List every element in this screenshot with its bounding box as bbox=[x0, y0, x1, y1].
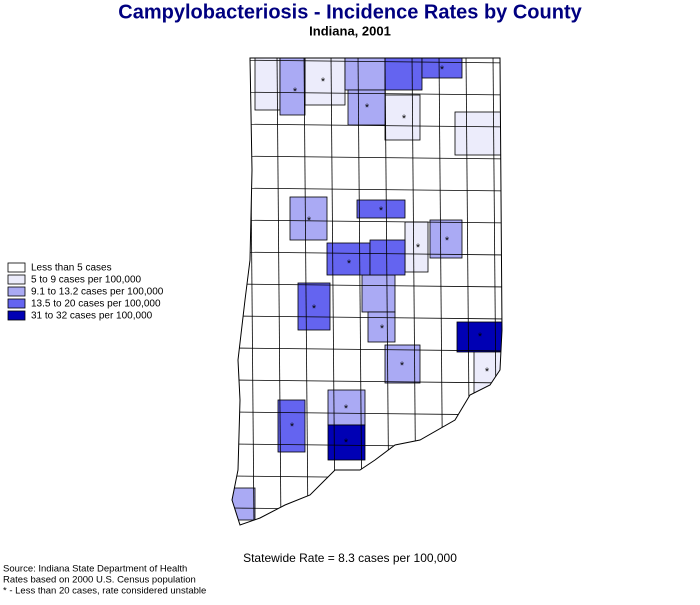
unstable-marker: * bbox=[379, 205, 384, 217]
legend-swatch bbox=[7, 310, 26, 321]
census-note: Rates based on 2000 U.S. Census populati… bbox=[3, 575, 196, 586]
county-border bbox=[330, 58, 336, 525]
county bbox=[347, 89, 386, 126]
unstable-note: * - Less than 20 cases, rate considered … bbox=[3, 586, 206, 597]
county-border bbox=[232, 251, 502, 256]
county-border bbox=[276, 58, 282, 525]
unstable-marker: * bbox=[445, 235, 450, 247]
county bbox=[367, 311, 396, 343]
county bbox=[232, 487, 256, 521]
legend-swatch bbox=[7, 298, 26, 309]
unstable-marker: * bbox=[416, 242, 421, 254]
county-border bbox=[232, 187, 502, 192]
county-border bbox=[232, 347, 502, 352]
legend-swatch bbox=[7, 262, 26, 273]
county bbox=[421, 58, 463, 79]
title: Campylobacteriosis - Incidence Rates by … bbox=[118, 1, 582, 23]
county-border bbox=[232, 59, 502, 64]
legend-label: 9.1 to 13.2 cases per 100,000 bbox=[31, 287, 164, 298]
counties bbox=[232, 58, 502, 521]
county-border bbox=[232, 219, 502, 224]
county-border bbox=[232, 91, 502, 96]
county-border bbox=[232, 379, 502, 384]
county-border bbox=[232, 123, 502, 128]
county bbox=[356, 199, 406, 219]
county bbox=[369, 239, 406, 276]
county-border bbox=[232, 283, 502, 288]
unstable-marker: * bbox=[293, 86, 298, 98]
legend-swatch bbox=[7, 274, 26, 285]
county-border bbox=[303, 58, 309, 525]
unstable-marker: * bbox=[440, 64, 445, 76]
county bbox=[326, 242, 371, 276]
legend-label: 5 to 9 cases per 100,000 bbox=[31, 275, 142, 286]
unstable-marker: * bbox=[344, 403, 349, 415]
county bbox=[344, 58, 386, 91]
county bbox=[279, 58, 306, 116]
county bbox=[429, 219, 463, 259]
state-map bbox=[232, 58, 502, 525]
unstable-marker: * bbox=[380, 323, 385, 335]
source-note: Source: Indiana State Department of Heal… bbox=[3, 564, 187, 575]
county bbox=[277, 399, 306, 453]
county-border bbox=[232, 315, 502, 320]
county bbox=[297, 282, 331, 331]
county bbox=[254, 58, 281, 111]
legend-label: Less than 5 cases bbox=[31, 263, 112, 274]
county bbox=[361, 274, 396, 313]
unstable-marker: * bbox=[402, 113, 407, 125]
county bbox=[289, 196, 328, 241]
unstable-marker: * bbox=[485, 366, 490, 378]
county bbox=[384, 94, 421, 141]
unstable-marker: * bbox=[312, 303, 317, 315]
county-border bbox=[232, 155, 502, 160]
county bbox=[456, 321, 502, 353]
subtitle: Indiana, 2001 bbox=[309, 23, 391, 38]
unstable-marker: * bbox=[365, 102, 370, 114]
unstable-marker: * bbox=[478, 331, 483, 343]
county bbox=[384, 58, 423, 91]
county-border bbox=[357, 58, 363, 525]
legend-swatch bbox=[7, 286, 26, 297]
unstable-marker: * bbox=[307, 215, 312, 227]
county bbox=[454, 111, 502, 156]
unstable-marker: * bbox=[400, 360, 405, 372]
unstable-marker: * bbox=[344, 437, 349, 449]
state-outline bbox=[231, 57, 503, 526]
unstable-marker: * bbox=[347, 258, 352, 270]
legend-label: 13.5 to 20 cases per 100,000 bbox=[31, 299, 161, 310]
statewide-rate: Statewide Rate = 8.3 cases per 100,000 bbox=[243, 551, 457, 565]
unstable-marker: * bbox=[290, 421, 295, 433]
unstable-markers: * * * * * * * * * * * * * * * * * * bbox=[290, 64, 490, 449]
legend-label: 31 to 32 cases per 100,000 bbox=[31, 311, 153, 322]
unstable-marker: * bbox=[321, 76, 326, 88]
